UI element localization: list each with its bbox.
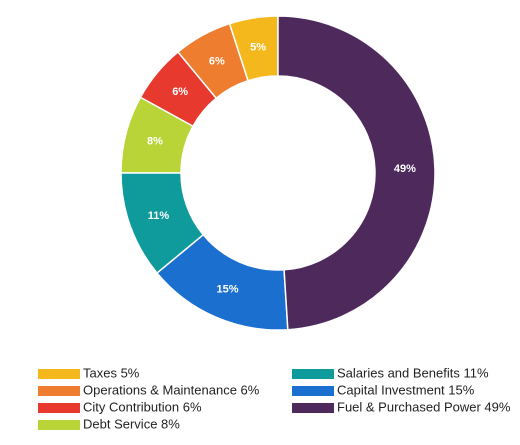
legend: Taxes 5% Operations & Maintenance 6% City … (38, 365, 511, 431)
slice (277, 15, 436, 331)
value-label: 8% (147, 135, 163, 147)
legend-label: Debt Service 8% (83, 416, 180, 431)
legend-swatch (38, 420, 80, 430)
legend-label: Operations & Maintenance 6% (83, 382, 260, 397)
value-label: 11% (148, 210, 170, 222)
legend-label: Salaries and Benefits 11% (337, 365, 489, 380)
legend-swatch (292, 386, 334, 396)
legend-swatch (38, 369, 80, 379)
value-label: 49% (394, 163, 416, 175)
value-label: 6% (172, 86, 188, 98)
legend-swatch (38, 386, 80, 396)
legend-swatch (292, 403, 334, 413)
legend-swatch (38, 403, 80, 413)
value-label: 6% (209, 56, 225, 68)
value-label: 5% (250, 41, 266, 53)
legend-label: Fuel & Purchased Power 49% (337, 399, 511, 414)
legend-label: Taxes 5% (83, 365, 140, 380)
legend-swatch (292, 369, 334, 379)
legend-label: City Contribution 6% (83, 399, 202, 414)
value-label: 15% (217, 283, 239, 295)
legend-label: Capital Investment 15% (337, 382, 475, 397)
donut: 5% 6% 6% 8% 11% 15% 49% (120, 15, 436, 331)
